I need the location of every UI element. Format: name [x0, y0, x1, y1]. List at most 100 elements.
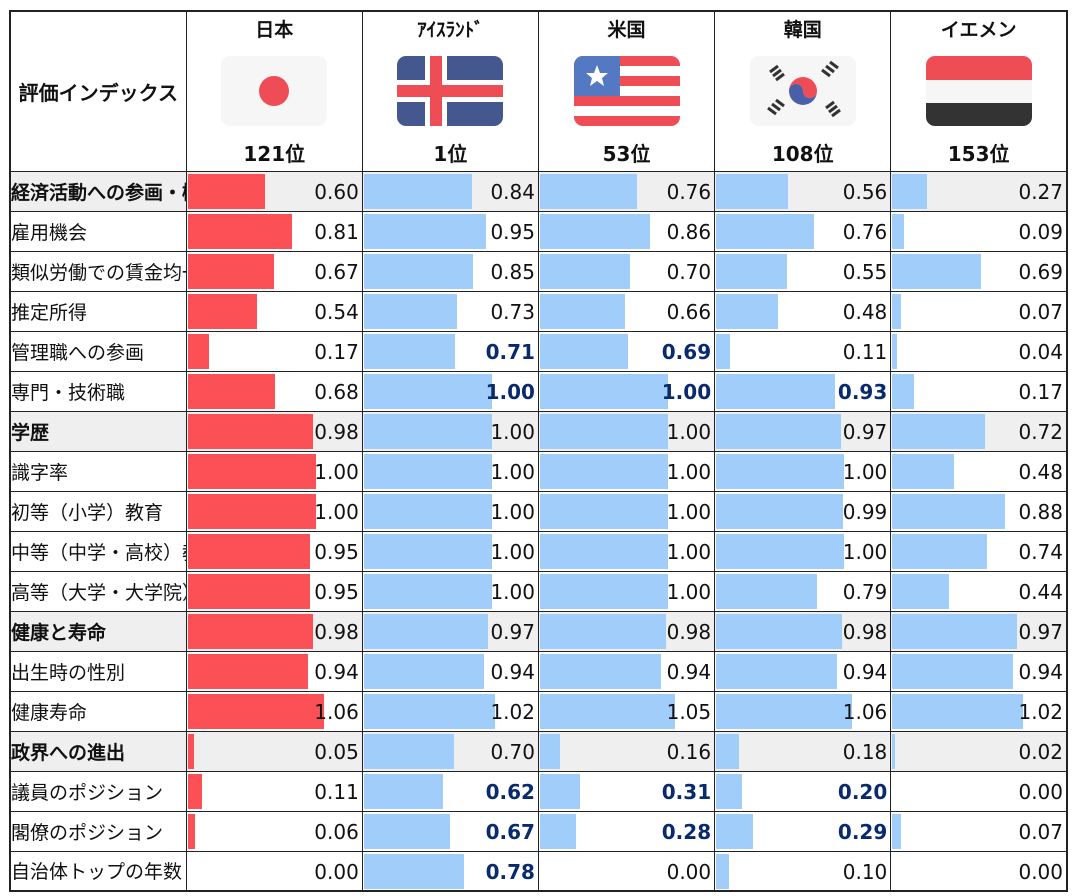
- value-label: 0.54: [314, 299, 359, 324]
- value-cell: 0.28: [538, 810, 716, 851]
- value-label: 0.09: [1018, 219, 1063, 244]
- value-label: 0.73: [490, 299, 535, 324]
- value-label: 0.74: [1018, 539, 1063, 564]
- value-label: 0.72: [1018, 419, 1063, 444]
- row-label: 推定所得: [8, 290, 187, 331]
- value-bar: [363, 453, 493, 489]
- value-bar: [892, 373, 915, 409]
- value-cell: 0.16: [538, 730, 716, 771]
- value-bar: [363, 653, 485, 689]
- value-cell: 0.48: [890, 450, 1069, 491]
- row-label: 初等（小学）教育: [8, 490, 187, 531]
- value-cell: 1.02: [362, 690, 539, 731]
- gender-gap-table: 評価インデックス 日本 121位 ｱｲｽﾗﾝﾄﾞ: [8, 10, 1069, 892]
- country-header-yemen: イエメン 153位: [890, 10, 1069, 172]
- value-cell: 0.95: [362, 210, 539, 251]
- value-label: 0.31: [661, 779, 712, 804]
- value-bar: [363, 573, 493, 609]
- country-rank: 153位: [947, 142, 1010, 166]
- value-cell: 1.06: [714, 690, 892, 731]
- value-label: 0.05: [314, 739, 359, 764]
- value-label: 0.94: [666, 659, 712, 684]
- value-cell: 1.00: [362, 370, 539, 411]
- value-cell: 1.00: [538, 370, 716, 411]
- value-label: 0.00: [666, 859, 712, 884]
- value-label: 1.00: [490, 579, 535, 604]
- row-label: 議員のポジション: [8, 770, 187, 811]
- table-row: 閣僚のポジション 0.06 0.67 0.28 0.29 0.07: [8, 810, 1069, 851]
- value-cell: 0.18: [714, 730, 892, 771]
- value-cell: 1.02: [890, 690, 1069, 731]
- value-cell: 0.76: [538, 170, 716, 211]
- country-name: イエメン: [940, 19, 1017, 41]
- value-cell: 0.94: [890, 650, 1069, 691]
- value-cell: 0.56: [714, 170, 892, 211]
- value-label: 0.60: [314, 179, 359, 204]
- value-label: 1.06: [314, 699, 359, 724]
- value-label: 0.48: [842, 299, 888, 324]
- value-label: 0.69: [1018, 259, 1063, 284]
- value-label: 0.95: [314, 579, 359, 604]
- value-bar: [363, 333, 455, 369]
- country-rank: 1位: [433, 142, 468, 166]
- value-label: 0.94: [490, 659, 535, 684]
- value-cell: 0.85: [362, 250, 539, 291]
- value-label: 0.95: [314, 539, 359, 564]
- value-cell: 0.94: [362, 650, 539, 691]
- value-cell: 1.00: [538, 450, 716, 491]
- table-row: 出生時の性別 0.94 0.94 0.94 0.94 0.94: [8, 650, 1069, 691]
- table-row: 高等（大学・大学院）教育 0.95 1.00 1.00 0.79 0.44: [8, 570, 1069, 611]
- value-cell: 0.00: [890, 770, 1069, 811]
- value-cell: 0.11: [714, 330, 892, 371]
- value-bar: [892, 733, 895, 769]
- value-bar: [716, 413, 841, 449]
- value-bar: [363, 413, 493, 449]
- value-label: 0.76: [666, 179, 712, 204]
- table-row: 管理職への参画 0.17 0.71 0.69 0.11 0.04: [8, 330, 1069, 371]
- value-cell: 1.05: [538, 690, 716, 731]
- value-cell: 0.07: [890, 810, 1069, 851]
- value-bar: [539, 293, 625, 329]
- value-bar: [716, 293, 778, 329]
- value-bar: [363, 173, 472, 209]
- usa-flag-icon: [573, 56, 680, 126]
- country-name: 米国: [607, 19, 646, 41]
- row-label: 高等（大学・大学院）教育: [8, 570, 187, 611]
- value-label: 0.00: [1018, 779, 1063, 804]
- value-label: 0.07: [1018, 299, 1063, 324]
- value-label: 0.18: [842, 739, 888, 764]
- country-rank: 121位: [243, 142, 306, 166]
- value-label: 0.00: [314, 859, 359, 884]
- value-label: 0.11: [314, 779, 359, 804]
- value-cell: 0.04: [890, 330, 1069, 371]
- value-bar: [187, 253, 274, 289]
- value-bar: [539, 813, 576, 849]
- value-bar: [187, 613, 314, 649]
- value-cell: 0.97: [890, 610, 1069, 651]
- value-label: 1.00: [666, 419, 712, 444]
- value-label: 0.97: [842, 419, 888, 444]
- value-cell: 0.95: [186, 530, 363, 571]
- value-label: 0.48: [1018, 459, 1063, 484]
- country-header-korea: 韓国: [714, 10, 892, 172]
- value-cell: 0.44: [890, 570, 1069, 611]
- korea-flag-icon: [749, 56, 856, 126]
- value-label: 0.76: [842, 219, 888, 244]
- value-bar: [187, 693, 324, 729]
- value-cell: 0.70: [362, 730, 539, 771]
- value-cell: 0.54: [186, 290, 363, 331]
- value-cell: 1.00: [362, 410, 539, 451]
- value-cell: 0.93: [714, 370, 892, 411]
- category-row: 経済活動への参画・機会 0.60 0.84 0.76 0.56 0.27: [8, 170, 1069, 211]
- japan-flag-icon: [221, 56, 328, 126]
- value-label: 0.04: [1018, 339, 1063, 364]
- value-cell: 0.27: [890, 170, 1069, 211]
- table-row: 専門・技術職 0.68 1.00 1.00 0.93 0.17: [8, 370, 1069, 411]
- value-bar: [716, 453, 845, 489]
- value-label: 0.98: [314, 419, 359, 444]
- value-bar: [716, 373, 836, 409]
- value-label: 1.00: [666, 579, 712, 604]
- value-cell: 1.00: [362, 490, 539, 531]
- value-label: 0.79: [842, 579, 888, 604]
- value-label: 0.55: [842, 259, 888, 284]
